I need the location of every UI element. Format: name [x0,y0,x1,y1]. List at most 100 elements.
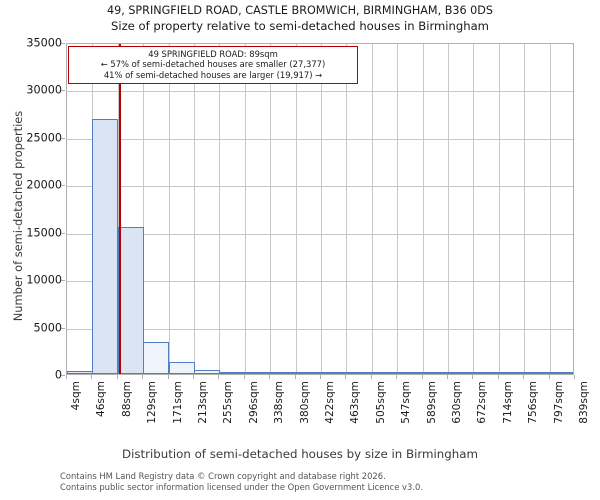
gridline-vertical [169,44,170,374]
plot-area [66,43,574,375]
x-axis-tick-label: 797sqm [552,381,565,424]
larger-properties-shading [118,44,573,374]
x-axis-label: Distribution of semi-detached houses by … [122,447,478,461]
histogram-bar [118,226,144,374]
histogram-bar [67,370,93,374]
histogram-bar [219,372,245,374]
gridline-vertical [423,44,424,374]
x-axis-tick-mark [193,375,194,379]
x-axis-tick-mark [396,375,397,379]
property-annotation-box: 49 SPRINGFIELD ROAD: 89sqm ← 57% of semi… [68,46,358,85]
y-axis-tick-label: 5000 [33,321,62,335]
x-axis-tick-label: 547sqm [400,381,413,424]
y-axis-tick-label: 30000 [26,83,62,97]
x-axis-tick-mark [91,375,92,379]
histogram-bar [92,118,118,374]
x-axis-tick-label: 88sqm [120,381,133,418]
x-axis-tick-mark [66,375,67,379]
gridline-vertical [372,44,373,374]
gridline-vertical [397,44,398,374]
y-axis-tick-label: 25000 [26,131,62,145]
x-axis-tick-label: 296sqm [247,381,260,424]
x-axis-tick-mark [498,375,499,379]
footer-line-1: Contains HM Land Registry data © Crown c… [60,471,386,481]
y-axis-tick-mark [61,90,65,92]
gridline-vertical [194,44,195,374]
annotation-line-2: ← 57% of semi-detached houses are smalle… [100,59,326,70]
gridline-vertical [296,44,297,374]
histogram-bar [423,372,449,374]
y-axis-tick-mark [61,137,65,139]
footer-attribution: Contains HM Land Registry data © Crown c… [60,471,423,492]
histogram-bar [169,362,195,374]
x-axis-tick-label: 714sqm [501,381,514,424]
gridline-vertical [321,44,322,374]
gridline-vertical [499,44,500,374]
y-axis: 0 5000 10000 15000 20000 25000 30000 35000 [0,0,65,500]
histogram-bar [143,341,169,374]
gridline-vertical [245,44,246,374]
x-axis-tick-label: 839sqm [578,381,590,424]
x-axis-tick-label: 171sqm [171,381,184,424]
x-axis-tick-mark [117,375,118,379]
x-axis-tick-mark [422,375,423,379]
x-axis-tick-mark [345,375,346,379]
x-axis-tick-label: 255sqm [222,381,235,424]
x-axis-tick-label: 129sqm [146,381,159,424]
x-axis-tick-label: 46sqm [95,381,108,418]
gridline-vertical [118,44,119,374]
histogram-bar [448,372,474,374]
gridline-vertical [346,44,347,374]
y-axis-tick-label: 20000 [26,178,62,192]
y-axis-tick-label: 10000 [26,273,62,287]
x-axis-tick-label: 422sqm [324,381,336,424]
histogram-bar [346,372,372,374]
x-axis-tick-mark [523,375,524,379]
x-axis-tick-label: 589sqm [425,381,438,424]
x-axis-tick-label: 380sqm [298,381,311,424]
x-axis-tick-label: 213sqm [197,381,209,424]
histogram-bar [499,372,525,374]
y-axis-tick-label: 35000 [26,36,62,50]
y-axis-tick-mark [61,280,65,282]
x-axis-tick-mark [218,375,219,379]
y-axis-tick-mark [61,327,65,329]
x-axis-tick-label: 672sqm [476,381,489,424]
histogram-bar [321,372,347,374]
histogram-bar [550,372,573,374]
gridline-vertical [524,44,525,374]
histogram-bar [296,372,322,374]
histogram-bar [194,369,220,374]
gridline-vertical [550,44,551,374]
chart-subtitle: Size of property relative to semi-detach… [111,19,489,33]
gridline-vertical [143,44,144,374]
x-axis-tick-label: 4sqm [70,381,82,411]
page-title: 49, SPRINGFIELD ROAD, CASTLE BROMWICH, B… [106,4,493,17]
histogram-bar [245,372,271,374]
x-axis-tick-mark [244,375,245,379]
y-axis-tick-mark [61,375,65,376]
x-axis-tick-label: 463sqm [349,381,362,424]
x-axis-tick-mark [574,375,575,379]
x-axis-tick-mark [549,375,550,379]
x-axis-tick-mark [142,375,143,379]
gridline-horizontal [67,186,573,188]
gridline-vertical [219,44,220,374]
title-block: 49, SPRINGFIELD ROAD, CASTLE BROMWICH, B… [0,3,600,34]
x-axis-tick-mark [269,375,270,379]
histogram-bar [372,372,398,374]
x-axis-tick-label: 505sqm [374,381,387,424]
y-axis-label: Number of semi-detached properties [11,110,25,322]
x-axis-tick-label: 630sqm [451,381,463,424]
annotation-line-1: 49 SPRINGFIELD ROAD: 89sqm [148,49,278,59]
histogram-bar [524,372,550,374]
gridline-horizontal [67,281,573,283]
property-marker-line [118,44,121,374]
gridline-vertical [473,44,474,374]
annotation-line-3: 41% of semi-detached houses are larger (… [103,69,323,80]
y-axis-tick-label: 0 [54,368,62,382]
x-axis-tick-label: 338sqm [273,381,286,424]
gridline-horizontal [67,91,573,93]
x-axis-tick-label: 756sqm [527,381,540,424]
gridline-horizontal [67,233,573,235]
